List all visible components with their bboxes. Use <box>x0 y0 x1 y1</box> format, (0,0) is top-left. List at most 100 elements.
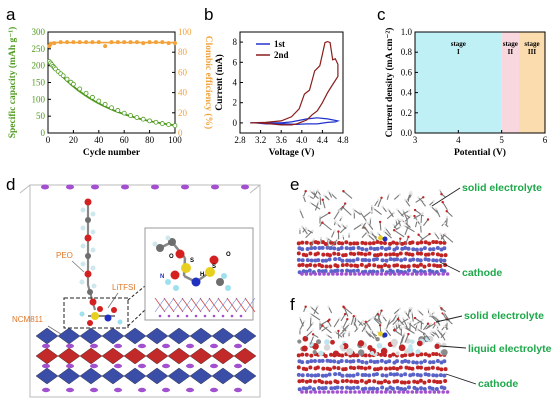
slab-atom <box>378 252 383 257</box>
y-axis-label-b: Current (mA) <box>214 54 225 111</box>
polymer-atom <box>394 219 398 222</box>
polymer-atom <box>415 323 419 326</box>
slab-atom <box>372 253 377 258</box>
slab-atom <box>422 264 427 269</box>
slab-atom <box>378 366 383 371</box>
slab-atom <box>327 257 332 262</box>
polymer-atom <box>340 325 344 329</box>
li-atom <box>114 363 122 369</box>
md-snapshot-e <box>296 189 454 276</box>
slab-atom <box>328 359 333 364</box>
capacity-point-a <box>115 108 121 113</box>
slab-atom <box>320 358 325 363</box>
slab-atom <box>355 353 360 358</box>
y-tick-label-left-a: 250 <box>32 44 46 54</box>
polymer-atom <box>445 215 449 219</box>
slab-atom <box>399 373 404 378</box>
capacity-point-a <box>147 118 153 124</box>
slab-atom <box>395 386 400 391</box>
polymer-atom <box>413 316 417 320</box>
li-atom <box>210 387 218 393</box>
slab-atom <box>304 352 309 357</box>
polymer-bond <box>364 330 372 338</box>
slab-atom <box>348 241 353 246</box>
polymer-atom <box>432 311 436 314</box>
polymer-atom <box>396 317 400 321</box>
polymer-bond <box>407 308 411 317</box>
slab-atom <box>359 365 364 370</box>
label-liquid-electrolyte-f: liquid electrolyte <box>468 343 552 355</box>
y-tick-label-right-a: 40 <box>178 88 188 98</box>
slab-atom <box>372 263 377 268</box>
slab-atom <box>415 251 420 256</box>
slab-atom <box>390 386 395 391</box>
slab-atom <box>340 373 345 378</box>
slab-li-atom <box>406 272 410 276</box>
capacity-point-a <box>96 98 102 104</box>
polymer-atom <box>340 216 344 219</box>
slab-atom <box>329 386 334 391</box>
slab-atom <box>359 262 364 267</box>
slab-atom <box>419 251 424 256</box>
slab-atom <box>363 386 368 391</box>
polymer-atom <box>369 217 372 220</box>
polymer-atom <box>369 232 373 236</box>
polymer-atom <box>353 318 356 321</box>
slab-atom <box>395 246 400 251</box>
slab-li-atom <box>331 272 335 276</box>
polymer-atom <box>312 190 315 193</box>
slab-atom <box>388 366 393 371</box>
polymer-atom <box>429 332 432 335</box>
lattice-bond <box>181 297 193 313</box>
liquid-molecule-atom <box>324 339 330 345</box>
slab-atom <box>300 373 305 378</box>
polymer-bond <box>372 317 381 325</box>
slab-atom <box>348 251 353 256</box>
polymer-atom <box>439 232 442 236</box>
slab-atom <box>419 247 424 252</box>
slab-li-atom <box>317 390 322 394</box>
slab-atom <box>360 360 365 365</box>
polymer-bond <box>299 209 304 219</box>
polymer-bond <box>396 209 404 218</box>
label-ncm811: NCM811 <box>12 315 44 324</box>
polymer-atom <box>309 315 313 319</box>
slab-atom <box>411 360 416 365</box>
octahedron <box>35 367 59 385</box>
slab-li-atom <box>361 272 366 276</box>
polymer-atom <box>321 324 324 327</box>
slab-atom <box>307 268 312 273</box>
polymer-atom <box>325 333 329 337</box>
slab-atom <box>332 359 337 364</box>
polymer-bond <box>409 321 412 331</box>
slab-atom <box>438 380 443 385</box>
atom-label: H <box>200 272 204 278</box>
slab-li-atom <box>379 272 384 276</box>
polymer-bond <box>310 313 321 321</box>
polymer-atom <box>334 220 337 223</box>
slab-atom <box>375 367 380 372</box>
polymer-atom <box>433 231 436 235</box>
slab-li-atom <box>322 272 326 276</box>
leader-line <box>439 345 467 349</box>
stage-region-c <box>501 32 519 133</box>
slab-atom <box>324 264 329 269</box>
liquid-molecule-atom <box>369 350 375 356</box>
slab-atom <box>419 240 424 245</box>
slab-atom <box>384 252 389 257</box>
lattice-bond <box>190 297 202 313</box>
polymer-atom <box>434 207 438 211</box>
li-atom <box>210 343 218 349</box>
slab-atom <box>300 360 305 365</box>
litfsi-molecule <box>79 306 123 326</box>
lattice-li <box>203 314 207 318</box>
li-atom <box>162 363 170 369</box>
slab-atom <box>360 257 365 262</box>
li-atom <box>90 387 98 393</box>
slab-atom <box>304 386 309 391</box>
polymer-atom <box>337 230 340 233</box>
slab-atom <box>352 241 357 246</box>
polymer-atom <box>445 321 449 324</box>
polymer-atom <box>377 310 380 314</box>
slab-atom <box>308 379 313 384</box>
